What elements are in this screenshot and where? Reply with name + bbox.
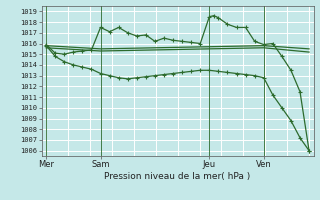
X-axis label: Pression niveau de la mer( hPa ): Pression niveau de la mer( hPa ) bbox=[104, 172, 251, 181]
